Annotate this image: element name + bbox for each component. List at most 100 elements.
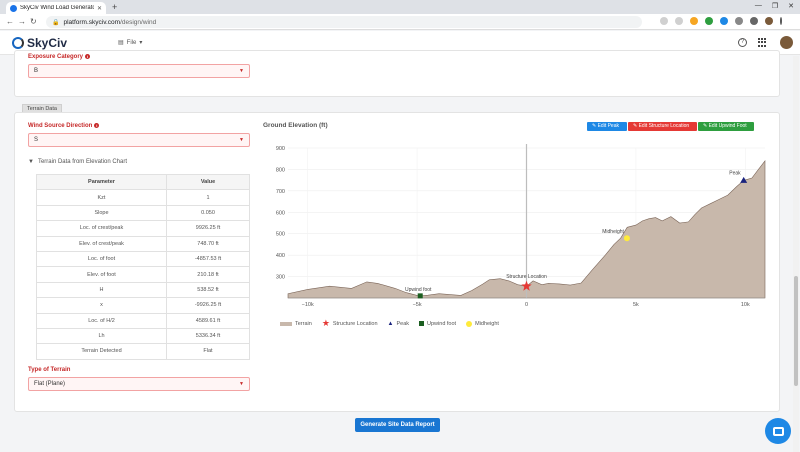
exposure-category-select[interactable]: B ▼ [28,64,250,78]
value-cell: Flat [166,343,250,360]
param-cell: Slope [36,204,167,222]
param-cell: Loc. of crest/peak [36,220,167,237]
star-icon: ★ [321,318,330,328]
extensions-puzzle-icon[interactable] [735,17,743,25]
y-tick-label: 800 [276,167,285,173]
table-header-row: Parameter Value [36,173,250,191]
structure-location-label: Structure Location [506,274,547,280]
share-icon[interactable] [660,17,668,25]
extension-fox-icon[interactable] [690,17,698,25]
param-cell: Loc. of H/2 [36,312,167,329]
extension-green-icon[interactable] [705,17,713,25]
y-tick-label: 400 [276,253,285,259]
legend-item-terrain[interactable]: Terrain [280,321,312,327]
param-cell: Kzt [36,189,167,206]
x-tick-label: 10k [741,302,750,308]
info-icon[interactable]: i [85,54,91,59]
wind-source-label: Wind Source Direction i [28,123,100,130]
x-tick-label: 0 [525,302,528,308]
url-text: platform.skyciv.com/design/wind [63,19,156,26]
x-tick-label: 5k [633,302,639,308]
new-tab-button[interactable]: + [112,2,118,12]
legend-item-midheight[interactable]: Midheight [466,320,499,327]
table-row: Elev. of crest/peak 748.70 ft [36,235,250,252]
file-menu[interactable]: ▤ File ▾ [118,39,142,47]
table-row: Kzt 1 [36,189,250,206]
apps-grid-icon[interactable] [758,38,767,47]
column-header: Parameter [36,173,167,191]
chrome-menu-icon[interactable] [780,17,782,25]
legend-label: Structure Location [332,320,378,327]
legend-label: Midheight [475,320,499,327]
value-cell: 210.18 ft [166,266,250,283]
x-tick-label: −10k [302,302,314,308]
value-cell: -4857.53 ft [166,250,250,268]
minimize-button[interactable]: — [754,2,762,9]
close-tab-icon[interactable]: ✕ [96,5,102,12]
skyciv-logo[interactable]: SkyCiv [12,36,67,50]
param-cell: H [36,281,167,299]
back-icon[interactable]: ← [6,17,14,26]
terrain-type-select[interactable]: Flat (Plane) ▼ [28,377,250,391]
column-header: Value [166,173,250,191]
edit-structure-location-button[interactable]: ✎ Edit Structure Location [628,122,697,131]
table-row: Loc. of crest/peak 9926.25 ft [36,220,250,237]
peak-marker [740,176,748,183]
caret-down-icon: ▼ [239,68,244,74]
param-cell: Elev. of crest/peak [36,235,167,252]
legend-item-structure[interactable]: ★ Structure Location [322,318,378,329]
bookmark-star-icon[interactable] [675,17,683,25]
extension-blue-icon[interactable] [720,17,728,25]
address-bar[interactable]: 🔒 platform.skyciv.com/design/wind [46,16,642,28]
table-row: Slope 0.050 [36,204,250,222]
scrollbar-thumb[interactable] [794,276,798,386]
legend-item-peak[interactable]: ▲ Peak [388,321,410,327]
y-tick-label: 300 [276,275,285,281]
exposure-card [14,50,780,97]
table-row: x -9926.25 ft [36,297,250,314]
value-cell: 5336.34 ft [166,327,250,345]
elevation-chart[interactable]: 300 400 500 600 700 800 900 −10k −5k 0 5k 10k Upwind… [260,140,770,312]
chart-title: Ground Elevation (ft) [263,122,328,129]
page-scrollbar[interactable] [793,56,799,452]
chat-support-button[interactable] [765,418,791,444]
browser-tabstrip: SkyCiv Wind Load Generator ✕ + — ❐ ✕ [0,0,800,14]
generate-report-button[interactable]: Generate Site Data Report [355,418,440,432]
table-row: Loc. of foot -4857.53 ft [36,250,250,268]
edit-structure-label: Edit Structure Location [638,123,690,129]
peak-label: Peak [729,170,741,176]
user-avatar[interactable] [780,36,793,49]
tab-title: SkyCiv Wind Load Generator [20,5,94,11]
table-row: Lh 5336.34 ft [36,327,250,345]
browser-tab[interactable]: SkyCiv Wind Load Generator ✕ [6,2,106,14]
edit-peak-button[interactable]: ✎ Edit Peak [587,122,627,131]
value-cell: -9926.25 ft [166,297,250,314]
midheight-label: Midheight [602,229,624,235]
restore-button[interactable]: ❐ [771,3,779,10]
sidepanel-icon[interactable] [750,17,758,25]
y-tick-label: 600 [276,210,285,216]
chart-button-group: ✎ Edit Peak ✎ Edit Structure Location ✎ … [587,122,754,131]
value-cell: 0.050 [166,204,250,222]
close-window-button[interactable]: ✕ [788,3,794,10]
logo-text: SkyCiv [27,36,68,50]
help-icon[interactable]: ? [738,38,747,47]
terrain-data-tab[interactable]: Terrain Data [22,104,62,113]
exposure-label-text: Exposure Category [28,54,84,61]
profile-avatar[interactable] [765,17,773,25]
param-cell: Loc. of foot [36,250,167,268]
forward-icon[interactable]: → [18,17,26,26]
value-cell: 748.70 ft [166,235,250,252]
structure-location-marker [521,280,532,291]
caret-down-icon: ▼ [28,159,34,165]
wind-source-value: S [34,137,39,143]
square-icon [419,321,425,326]
reload-icon[interactable]: ↻ [30,17,37,26]
terrain-data-collapser[interactable]: ▼ Terrain Data from Elevation Chart [28,159,127,165]
wind-source-select[interactable]: S ▼ [28,133,250,147]
info-icon[interactable]: i [94,123,100,128]
legend-item-upwind[interactable]: Upwind foot [419,321,456,327]
edit-upwind-foot-button[interactable]: ✎ Edit Upwind Foot [698,122,754,131]
wind-source-label-text: Wind Source Direction [28,123,93,130]
browser-toolbar: ← → ↻ 🔒 platform.skyciv.com/design/wind [0,14,800,30]
